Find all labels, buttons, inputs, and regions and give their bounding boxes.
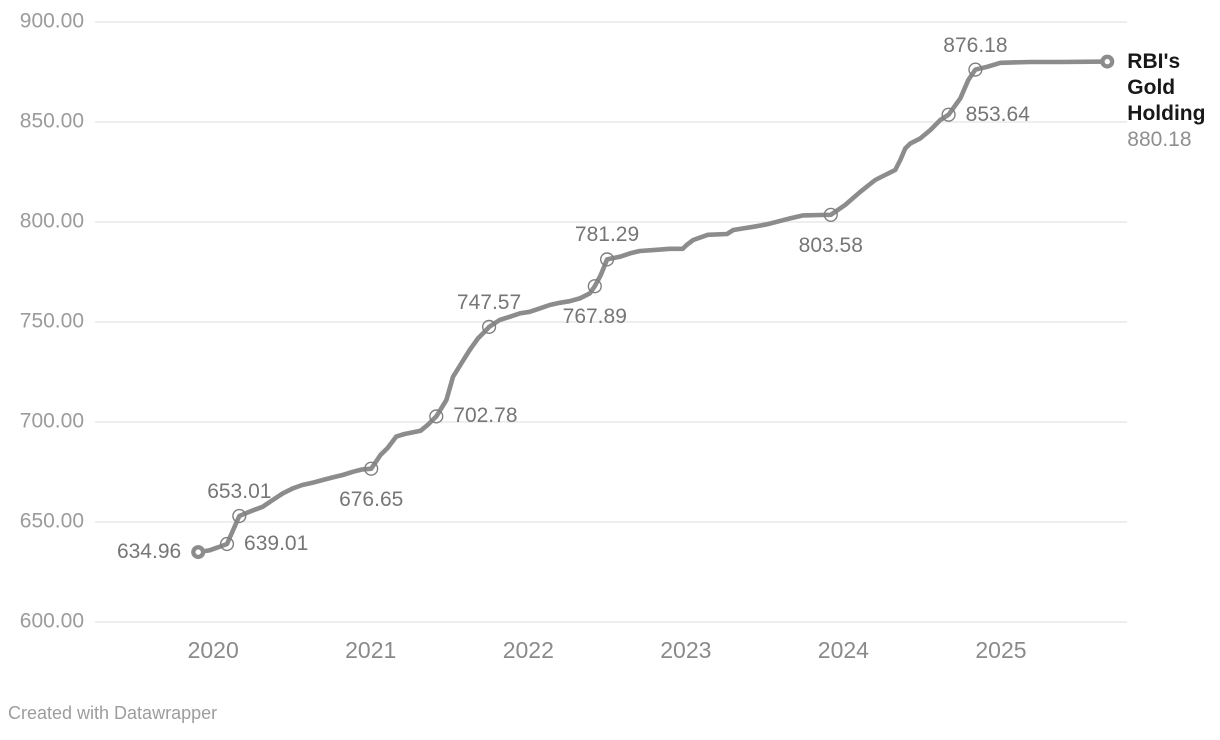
data-point-label: 781.29: [574, 223, 640, 247]
y-axis-tick-label: 700.00: [19, 409, 84, 433]
y-axis-tick-label: 800.00: [19, 209, 84, 233]
x-axis-tick-label: 2025: [975, 637, 1027, 663]
end-marker-hole: [1104, 58, 1111, 65]
data-point-label: 639.01: [244, 531, 309, 555]
x-axis-tick-label: 2022: [502, 637, 554, 663]
x-axis-tick-label: 2020: [187, 637, 239, 663]
data-point-label: 767.89: [562, 305, 627, 329]
data-point-marker: [587, 279, 602, 294]
y-axis-tick-label: 850.00: [19, 109, 84, 133]
data-point-label: 876.18: [943, 33, 1008, 57]
x-axis-tick-label: 2021: [345, 637, 397, 663]
data-point-marker: [941, 107, 956, 122]
data-point-marker: [823, 207, 838, 222]
data-point-label: 653.01: [207, 479, 272, 503]
data-point-label: 747.57: [456, 290, 522, 314]
data-point-label: 702.78: [453, 404, 518, 428]
y-axis-tick-label: 650.00: [19, 509, 84, 533]
data-point-label: 634.96: [116, 540, 182, 564]
x-axis-tick-label: 2024: [817, 637, 869, 663]
series-legend-title-line: Holding: [1127, 101, 1206, 125]
start-marker-hole: [195, 549, 201, 555]
data-point-marker: [599, 252, 615, 267]
datawrapper-attribution-link[interactable]: Created with Datawrapper: [8, 703, 218, 723]
data-point-marker: [429, 409, 444, 424]
data-point-label: 853.64: [965, 102, 1030, 126]
data-point-label: 803.58: [798, 233, 863, 257]
y-axis-tick-label: 750.00: [19, 309, 84, 333]
series-line: [195, 59, 1110, 555]
data-point-marker: [364, 461, 379, 476]
y-axis-tick-label: 600.00: [19, 609, 84, 633]
x-axis-tick-label: 2023: [660, 637, 712, 663]
series-legend-value: 880.18: [1127, 127, 1192, 151]
data-point-marker: [968, 62, 983, 77]
data-point-label: 676.65: [339, 487, 404, 511]
data-point-marker: [219, 536, 235, 552]
series-legend-title-line: RBI's: [1127, 49, 1181, 73]
y-axis-tick-label: 900.00: [19, 9, 84, 33]
series-legend-title-line: Gold: [1127, 75, 1176, 99]
series-legend: RBI's Gold Holding 880.18: [1127, 49, 1205, 153]
data-point-marker: [232, 508, 247, 524]
data-point-marker: [482, 319, 497, 335]
